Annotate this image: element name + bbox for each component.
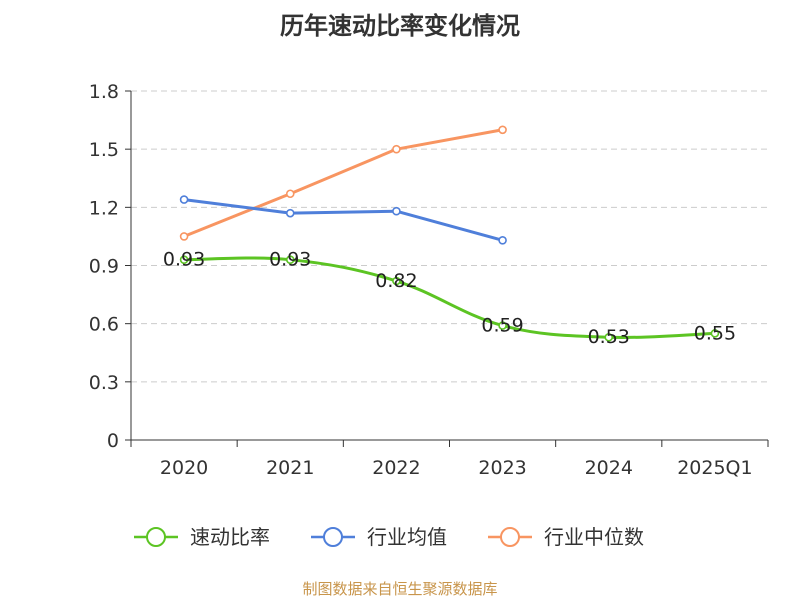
data-point xyxy=(498,235,507,245)
data-point xyxy=(285,255,295,264)
data-label: 0.82 xyxy=(375,270,417,292)
legend-label: 速动比率 xyxy=(190,525,270,549)
legend-label: 行业均值 xyxy=(367,525,447,549)
series-line-0 xyxy=(182,256,717,339)
y-tick-label: 1.8 xyxy=(89,81,119,103)
data-point xyxy=(179,195,189,204)
y-tick-label: 0 xyxy=(107,430,119,452)
y-tick-label: 0.3 xyxy=(89,372,119,394)
data-label: 0.59 xyxy=(481,315,523,337)
data-point xyxy=(498,321,507,330)
x-tick-label: 2023 xyxy=(478,457,526,479)
y-tick-label: 1.5 xyxy=(89,139,119,161)
x-tick-label: 2024 xyxy=(585,457,633,479)
data-point xyxy=(710,329,720,338)
data-point xyxy=(179,255,189,264)
data-point xyxy=(285,208,295,218)
legend-marker xyxy=(146,527,166,547)
source-note: 制图数据来自恒生聚源数据库 xyxy=(302,580,498,598)
x-tick-label: 2020 xyxy=(160,457,208,479)
series-line-2 xyxy=(182,128,505,238)
axes: 0 0.3 0.6 0.9 1.2 1.5 1.8 2020 2021 2022 2023 2024 2… xyxy=(89,81,769,479)
data-label: 0.53 xyxy=(588,326,630,348)
data-point xyxy=(285,189,295,199)
x-tick-label: 2021 xyxy=(266,457,314,479)
data-label: 0.55 xyxy=(694,322,736,344)
data-point xyxy=(498,125,507,135)
legend-label: 行业中位数 xyxy=(544,525,644,549)
data-point xyxy=(392,276,401,286)
x-tick-label: 2025Q1 xyxy=(677,457,752,479)
legend: 速动比率 行业均值 行业中位数 xyxy=(134,525,644,549)
y-tick-label: 0.6 xyxy=(89,314,119,336)
data-labels: 0.93 0.93 0.82 0.59 0.53 0.55 xyxy=(163,249,736,349)
legend-marker xyxy=(323,527,343,547)
data-point xyxy=(179,232,189,241)
x-tick-label: 2022 xyxy=(372,457,420,479)
data-label: 0.93 xyxy=(269,249,311,271)
data-point xyxy=(392,206,401,216)
grid-lines xyxy=(131,90,768,383)
series-lines xyxy=(179,125,720,342)
data-point xyxy=(604,332,614,342)
y-tick-label: 1.2 xyxy=(89,197,119,219)
chart-title: 历年速动比率变化情况 xyxy=(280,12,520,40)
data-label: 0.93 xyxy=(163,249,205,271)
legend-marker xyxy=(500,527,520,547)
series-line-1 xyxy=(182,198,505,242)
y-tick-label: 0.9 xyxy=(89,256,119,278)
data-point xyxy=(392,144,401,154)
